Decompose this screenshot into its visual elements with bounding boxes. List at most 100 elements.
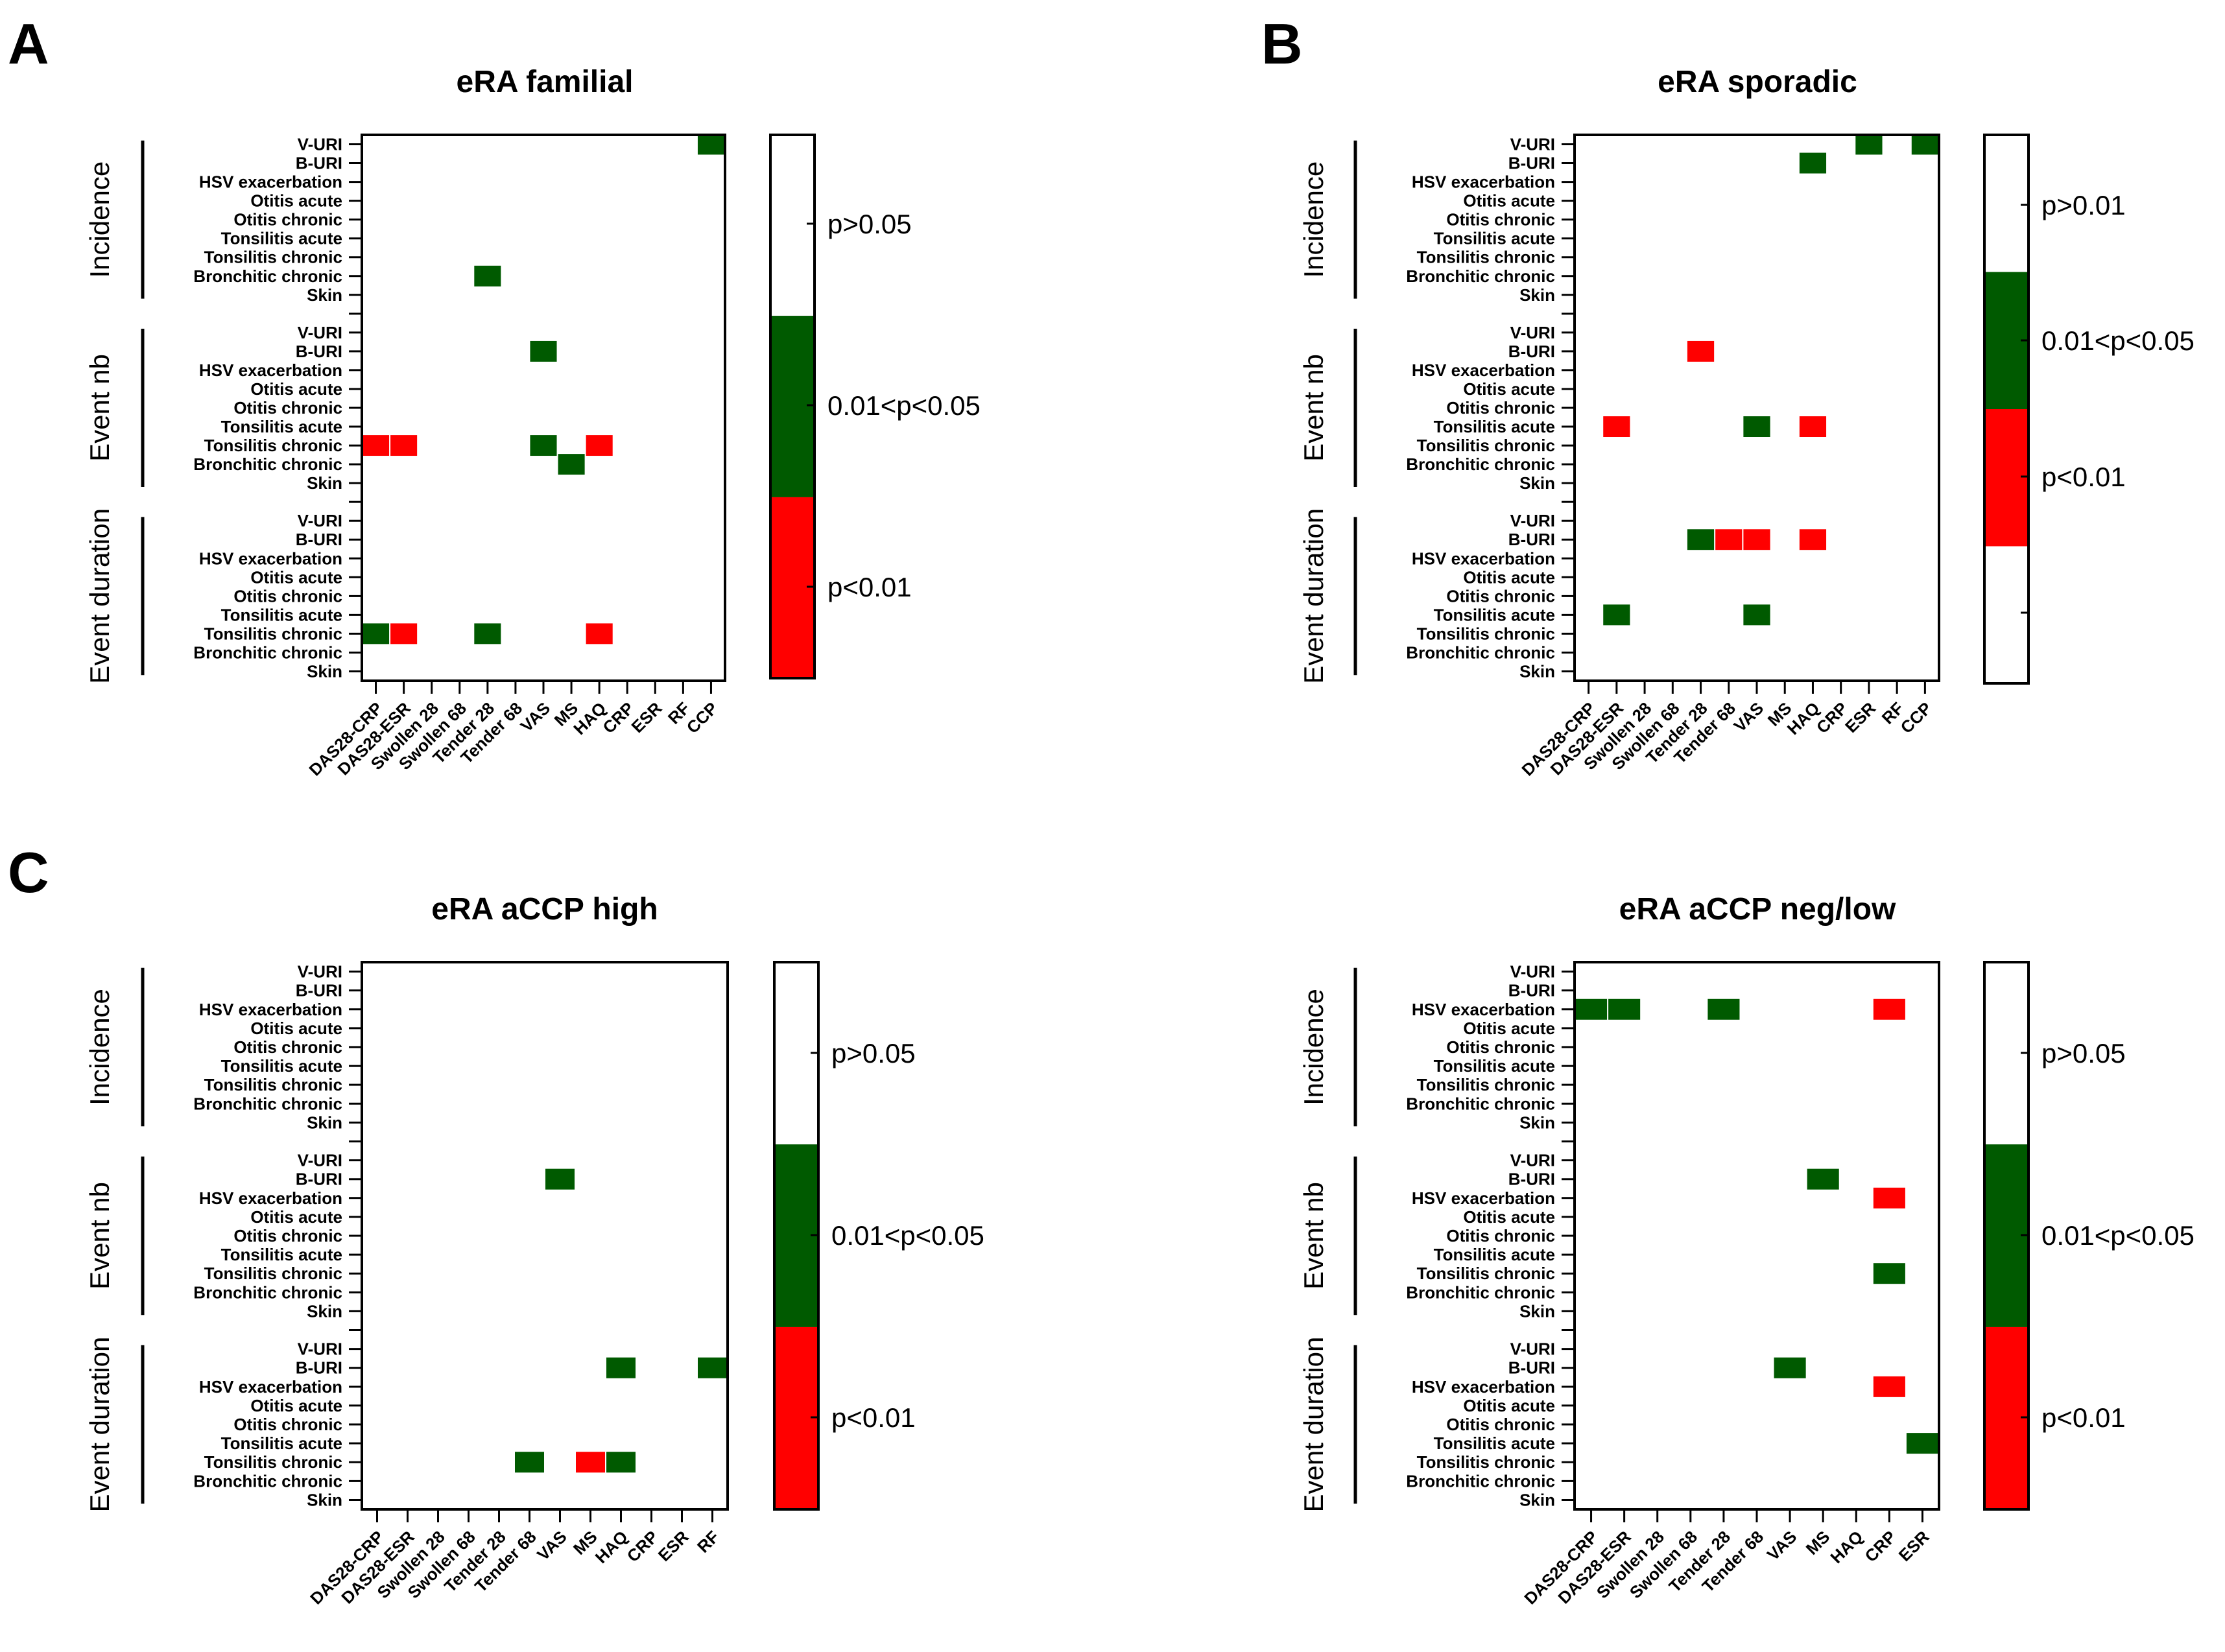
row-label: Otitis acute — [250, 191, 342, 211]
row-label: B-URI — [1508, 342, 1555, 361]
heatmap-cell — [474, 623, 501, 644]
legend-label: 0.01<p<0.05 — [2041, 325, 2195, 356]
heatmap-cell — [1911, 134, 1938, 155]
row-label: Tonsilitis acute — [1434, 605, 1555, 624]
row-label: Skin — [307, 1113, 342, 1132]
legend-label: p<0.01 — [831, 1402, 916, 1433]
group-label: Event duration — [1298, 508, 1329, 684]
row-label: Otitis chronic — [1446, 1415, 1555, 1434]
row-label: B-URI — [1508, 981, 1555, 1000]
row-label: Tonsilitis chronic — [204, 1075, 342, 1094]
column-label: VAS — [1730, 698, 1768, 736]
row-label: Tonsilitis chronic — [1417, 1264, 1555, 1283]
row-label: Otitis chronic — [1446, 210, 1555, 230]
row-label: Otitis acute — [1463, 191, 1555, 211]
column-label: HAQ — [1826, 1527, 1866, 1567]
heatmap-cell — [606, 1452, 636, 1473]
row-label: B-URI — [296, 1358, 342, 1378]
row-label: Otitis acute — [1463, 1207, 1555, 1227]
row-label: Tonsilitis chronic — [204, 436, 342, 455]
heatmap-cell — [1873, 1187, 1905, 1209]
column-label: VAS — [1763, 1527, 1801, 1564]
row-label: Tonsilitis chronic — [204, 1264, 342, 1283]
row-label: Tonsilitis acute — [1434, 1056, 1555, 1076]
row-label: Skin — [1519, 1113, 1555, 1132]
row-label: Tonsilitis chronic — [1417, 1452, 1555, 1472]
heatmap-cell — [1603, 604, 1630, 626]
heatmap-cell — [1873, 998, 1905, 1020]
group-label: Incidence — [84, 989, 115, 1105]
heatmap-cell — [363, 623, 390, 644]
heatmap-cell — [363, 435, 390, 456]
row-label: HSV exacerbation — [199, 549, 342, 568]
row-label: Tonsilitis chronic — [1417, 1075, 1555, 1094]
legend-label: p<0.01 — [827, 572, 912, 602]
panel-label: B — [1261, 12, 1303, 76]
row-label: Otitis acute — [1463, 567, 1555, 587]
row-label: Tonsilitis acute — [221, 605, 342, 624]
legend-swatch — [1984, 135, 2029, 272]
heatmap-cell — [1799, 152, 1827, 174]
row-label: Otitis acute — [250, 379, 342, 399]
row-label: B-URI — [296, 342, 342, 361]
row-label: Otitis acute — [1463, 1019, 1555, 1038]
row-label: B-URI — [296, 1170, 342, 1189]
legend-label: p>0.05 — [2041, 1038, 2126, 1068]
row-label: Otitis acute — [1463, 379, 1555, 399]
row-label: HSV exacerbation — [199, 1188, 342, 1208]
panel-title: eRA sporadic — [1658, 65, 1857, 99]
column-label: VAS — [517, 698, 554, 736]
heatmap-cell — [390, 623, 418, 644]
panel-title: eRA aCCP high — [431, 892, 658, 926]
row-label: V-URI — [1510, 1151, 1555, 1170]
row-label: Skin — [1519, 661, 1555, 681]
row-label: Otitis chronic — [233, 1415, 342, 1434]
row-label: V-URI — [1510, 511, 1555, 530]
row-label: Skin — [307, 1490, 342, 1509]
heatmap-cell — [1603, 416, 1630, 438]
row-label: Skin — [1519, 1301, 1555, 1321]
column-label: ESR — [654, 1527, 693, 1565]
group-label: Event nb — [1298, 354, 1329, 462]
column-label: RF — [693, 1527, 723, 1557]
row-label: Skin — [307, 661, 342, 681]
row-label: Skin — [1519, 1490, 1555, 1509]
legend-label: 0.01<p<0.05 — [2041, 1220, 2195, 1251]
row-label: Bronchitic chronic — [1406, 1094, 1555, 1113]
column-label: ESR — [628, 698, 666, 737]
heatmap-cell — [558, 454, 585, 475]
row-label: Bronchitic chronic — [193, 643, 342, 662]
row-label: Tonsilitis acute — [221, 1434, 342, 1453]
row-label: Otitis chronic — [1446, 1037, 1555, 1057]
row-label: Otitis acute — [1463, 1396, 1555, 1415]
row-label: Bronchitic chronic — [193, 1471, 342, 1491]
row-label: B-URI — [1508, 1358, 1555, 1378]
row-label: HSV exacerbation — [199, 172, 342, 192]
group-label: Event nb — [84, 354, 115, 462]
column-label: VAS — [533, 1527, 571, 1564]
row-label: B-URI — [1508, 1170, 1555, 1189]
row-label: Bronchitic chronic — [193, 1094, 342, 1113]
group-label: Event nb — [84, 1182, 115, 1290]
row-label: Otitis chronic — [233, 586, 342, 606]
heatmap-cell — [1743, 604, 1770, 626]
row-label: V-URI — [298, 511, 342, 530]
row-label: V-URI — [298, 323, 342, 342]
row-label: Otitis chronic — [233, 1037, 342, 1057]
legend-swatch — [770, 135, 815, 316]
heatmap-cell — [1575, 998, 1608, 1020]
row-label: HSV exacerbation — [1412, 1000, 1555, 1019]
heatmap-cell — [1799, 529, 1827, 550]
legend-label: p>0.01 — [2041, 190, 2126, 220]
legend-frame — [1983, 134, 2030, 685]
row-label: HSV exacerbation — [1412, 360, 1555, 380]
column-label: ESR — [1841, 698, 1879, 737]
heatmap-cell — [1873, 1376, 1905, 1397]
heatmap-cell — [1807, 1168, 1839, 1190]
row-label: V-URI — [1510, 962, 1555, 982]
heatmap-cell — [697, 134, 724, 155]
row-label: B-URI — [296, 154, 342, 173]
